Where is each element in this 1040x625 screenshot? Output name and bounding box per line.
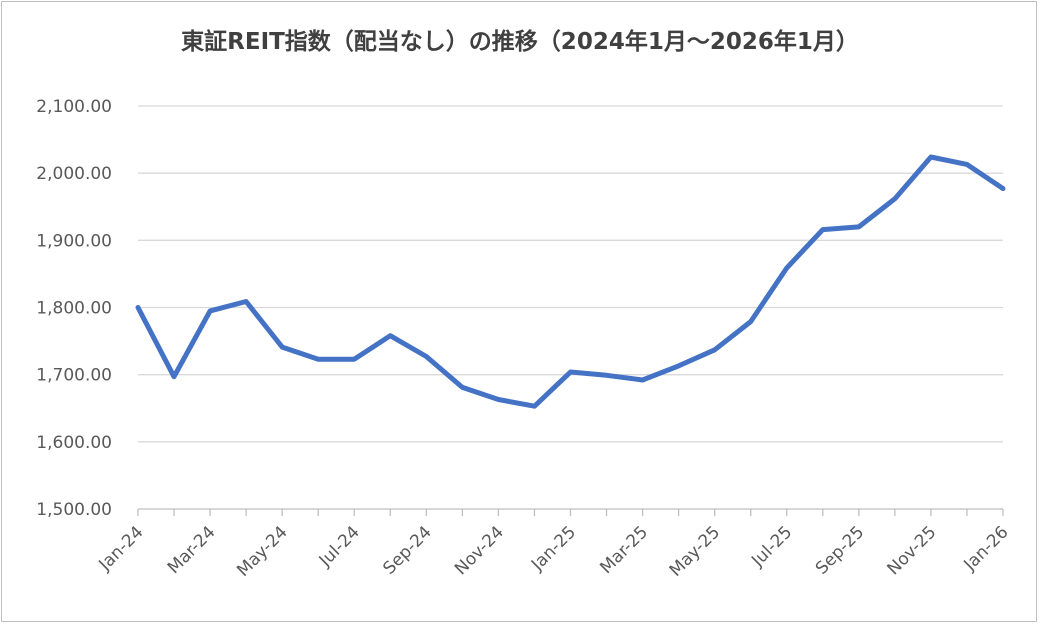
series-line [135,154,1006,409]
x-tick-label: Sep-25 [812,522,868,578]
x-tick-label: Mar-24 [164,522,220,578]
y-tick-label: 1,500.00 [36,500,112,520]
x-tick-label: May-24 [233,522,291,580]
y-tick-label: 1,900.00 [36,231,112,251]
y-tick-label: 1,600.00 [36,433,112,453]
x-tick-label: Jul-25 [747,522,796,571]
x-tick-label: Nov-25 [884,522,941,579]
x-tick-label: Jan-24 [95,522,148,575]
y-tick-label: 2,000.00 [36,164,112,184]
chart-title: 東証REIT指数（配当なし）の推移（2024年1月～2026年1月） [181,29,859,55]
y-tick-label: 1,800.00 [36,299,112,319]
y-tick-label: 1,700.00 [36,366,112,386]
x-tick-label: Jul-24 [315,522,364,571]
y-tick-label: 2,100.00 [36,97,112,117]
x-tick-label: Nov-24 [451,522,508,579]
x-tick-label: May-25 [666,522,724,580]
x-tick-label: Sep-24 [379,522,435,578]
x-tick-label: Mar-25 [596,522,652,578]
x-tick-label: Jan-25 [527,522,580,575]
x-tick-label: Jan-26 [960,522,1013,575]
